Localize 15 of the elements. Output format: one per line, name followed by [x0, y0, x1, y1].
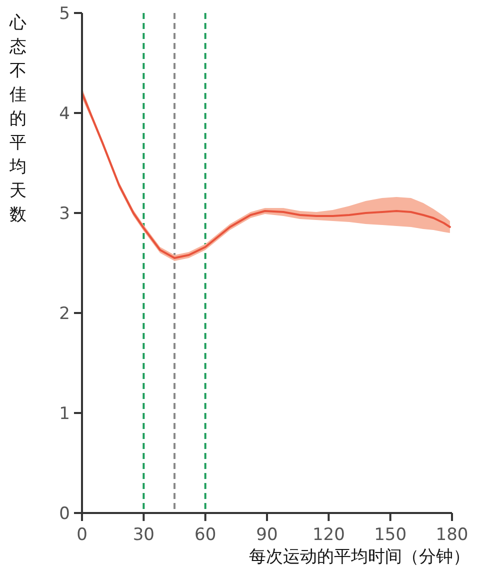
x-tick-label: 90: [256, 525, 278, 545]
x-tick-label: 0: [76, 525, 88, 545]
y-tick-label: 0: [59, 504, 70, 524]
y-tick-label: 2: [59, 304, 70, 324]
x-tick-label: 150: [374, 525, 407, 545]
x-axis-title: 每次运动的平均时间（分钟）: [249, 547, 470, 567]
y-tick-label: 5: [59, 4, 70, 24]
y-tick-label: 3: [59, 204, 70, 224]
text: 心态不佳的平均天数: [10, 13, 26, 225]
x-tick-label: 120: [312, 525, 345, 545]
y-tick-label: 1: [59, 404, 70, 424]
x-tick-label: 60: [194, 525, 216, 545]
y-tick-label: 4: [59, 104, 70, 124]
x-tick-label: 30: [132, 525, 154, 545]
x-tick-label: 180: [436, 525, 468, 545]
